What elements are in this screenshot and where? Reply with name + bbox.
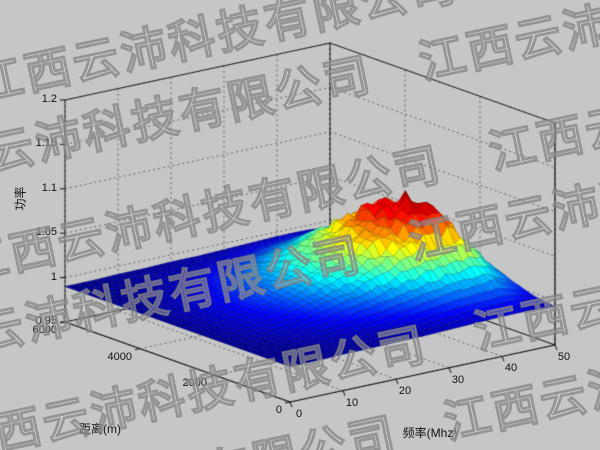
- x-tick-label: 30: [451, 373, 465, 386]
- x-axis-label: 频率(Mhz): [402, 426, 458, 440]
- y-tick-label: 4000: [107, 350, 132, 363]
- z-tick-label: 1.05: [35, 226, 57, 239]
- z-tick-label: 0.95: [35, 315, 57, 327]
- y-tick-label: 0: [275, 404, 282, 416]
- y-tick-label: 2000: [182, 377, 207, 390]
- z-tick-label: 1.15: [35, 137, 57, 150]
- x-tick-label: 20: [398, 385, 412, 398]
- z-axis-label: 功率: [13, 186, 28, 211]
- z-tick-label: 1.1: [41, 181, 57, 194]
- z-tick-label: 1.2: [41, 93, 57, 105]
- x-tick-label: 0: [295, 408, 303, 420]
- x-tick-label: 10: [345, 396, 359, 409]
- z-tick-label: 1: [50, 270, 57, 283]
- y-axis-label: 距离(m): [79, 422, 121, 436]
- x-tick-label: 50: [557, 351, 571, 363]
- x-tick-label: 40: [504, 362, 518, 375]
- y-tick-label: 6000: [32, 324, 57, 336]
